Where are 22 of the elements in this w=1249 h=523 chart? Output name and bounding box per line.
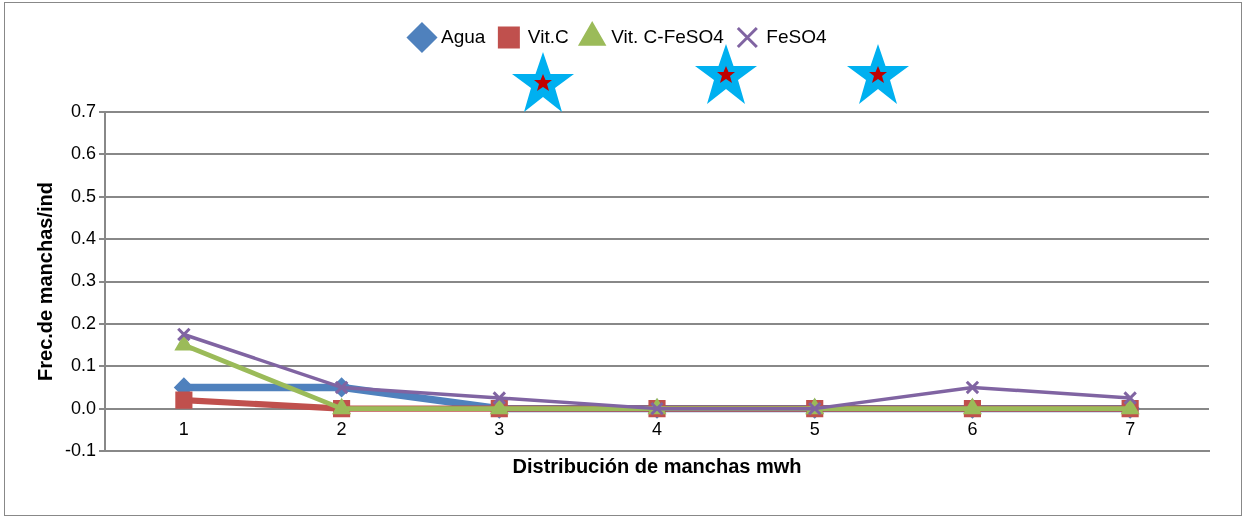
x-tick-label: 6 — [967, 418, 978, 439]
y-tick-label: 0.6 — [70, 143, 97, 164]
y-tick-label: 0.4 — [70, 228, 97, 249]
x-tick-label: 2 — [336, 418, 347, 439]
y-tick-label: 0.1 — [70, 355, 97, 376]
y-tick-label: 0.0 — [70, 397, 97, 418]
y-tick-label: 0.2 — [70, 312, 97, 333]
y-tick-label: -0.1 — [64, 439, 97, 460]
x-tick-label: 3 — [494, 418, 505, 439]
legend-label: Vit. C-FeSO4 — [611, 25, 725, 47]
x-axis-title: Distribución de manchas mwh — [512, 454, 802, 477]
y-tick-label: 0.7 — [70, 100, 97, 121]
x-tick-label: 7 — [1125, 418, 1136, 439]
legend-label: Agua — [440, 25, 486, 47]
x-tick-label: 4 — [652, 418, 663, 439]
legend-label: FeSO4 — [766, 25, 827, 47]
y-tick-label: 0.3 — [70, 270, 97, 291]
y-tick-label: 0.5 — [70, 185, 97, 206]
x-tick-label: 5 — [809, 418, 820, 439]
x-tick-label: 1 — [178, 418, 189, 439]
legend-label: Vit.C — [527, 25, 569, 47]
y-axis-title: Frec.de manchas/ind — [33, 182, 56, 381]
